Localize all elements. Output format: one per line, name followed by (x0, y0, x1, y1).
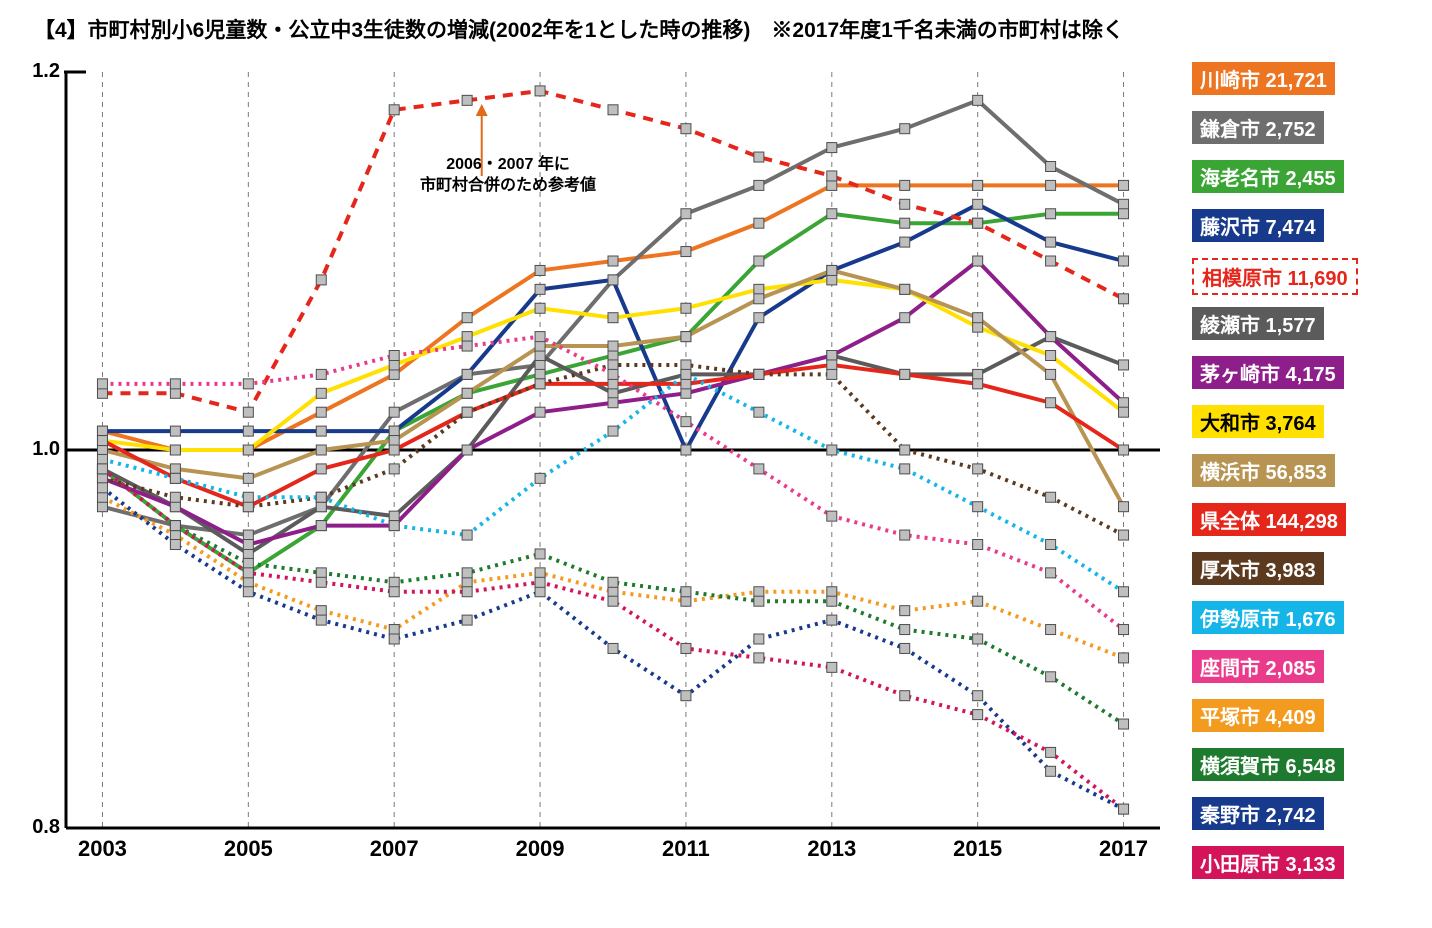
annotation-line1: 2006・2007 年に (446, 156, 570, 173)
legend-item: 県全体 144,298 (1192, 503, 1346, 536)
chart-container: 【4】市町村別小6児童数・公立中3生徒数の増減(2002年を1とした時の推移) … (0, 0, 1432, 928)
x-tick-label: 2017 (1084, 836, 1164, 862)
y-tick-label: 1.2 (10, 60, 60, 83)
legend-item: 座間市 2,085 (1192, 650, 1324, 683)
x-tick-label: 2009 (500, 836, 580, 862)
y-tick-label: 1.0 (10, 438, 60, 461)
legend-item: 鎌倉市 2,752 (1192, 111, 1324, 144)
annotation-line2: 市町村合併のため参考値 (420, 177, 596, 194)
legend-item: 相模原市 11,690 (1192, 258, 1358, 295)
legend-item: 伊勢原市 1,676 (1192, 601, 1344, 634)
x-tick-label: 2011 (646, 836, 726, 862)
legend-item: 厚木市 3,983 (1192, 552, 1324, 585)
legend-item: 川崎市 21,721 (1192, 62, 1335, 95)
x-tick-label: 2015 (938, 836, 1018, 862)
x-tick-label: 2005 (208, 836, 288, 862)
legend-item: 綾瀬市 1,577 (1192, 307, 1324, 340)
legend-item: 秦野市 2,742 (1192, 797, 1324, 830)
legend-item: 小田原市 3,133 (1192, 846, 1344, 879)
legend-item: 横浜市 56,853 (1192, 454, 1335, 487)
legend-item: 平塚市 4,409 (1192, 699, 1324, 732)
legend-item: 海老名市 2,455 (1192, 160, 1344, 193)
y-tick-label: 0.8 (10, 816, 60, 839)
annotation-note: 2006・2007 年に 市町村合併のため参考値 (420, 155, 596, 197)
legend-item: 茅ヶ崎市 4,175 (1192, 356, 1344, 389)
legend-item: 藤沢市 7,474 (1192, 209, 1324, 242)
x-tick-label: 2003 (62, 836, 142, 862)
x-tick-label: 2013 (792, 836, 872, 862)
x-tick-label: 2007 (354, 836, 434, 862)
legend-item: 大和市 3,764 (1192, 405, 1324, 438)
legend-item: 横須賀市 6,548 (1192, 748, 1344, 781)
